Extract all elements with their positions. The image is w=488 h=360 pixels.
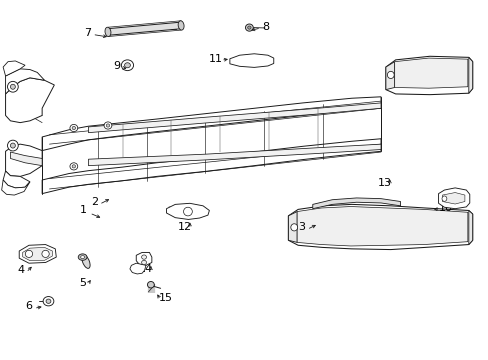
- Polygon shape: [22, 247, 52, 261]
- Text: 11: 11: [209, 54, 223, 64]
- Polygon shape: [1, 180, 30, 195]
- Polygon shape: [442, 193, 464, 204]
- Ellipse shape: [147, 282, 154, 288]
- Text: 12: 12: [178, 222, 192, 232]
- Ellipse shape: [247, 26, 250, 29]
- Polygon shape: [130, 263, 146, 274]
- Ellipse shape: [290, 224, 297, 231]
- Ellipse shape: [441, 196, 446, 201]
- Ellipse shape: [70, 163, 78, 170]
- Ellipse shape: [7, 81, 18, 92]
- Ellipse shape: [78, 254, 87, 260]
- Polygon shape: [438, 188, 469, 209]
- Polygon shape: [468, 211, 472, 244]
- Ellipse shape: [124, 63, 130, 68]
- Ellipse shape: [105, 27, 111, 37]
- Ellipse shape: [142, 260, 146, 265]
- Polygon shape: [297, 207, 467, 246]
- Polygon shape: [42, 139, 380, 194]
- Polygon shape: [136, 252, 152, 265]
- Text: 2: 2: [91, 197, 98, 207]
- Text: 10: 10: [438, 203, 451, 213]
- Polygon shape: [5, 144, 42, 176]
- Polygon shape: [3, 171, 30, 188]
- Ellipse shape: [46, 299, 51, 303]
- Text: 15: 15: [158, 293, 172, 303]
- Ellipse shape: [386, 71, 393, 78]
- Ellipse shape: [81, 256, 84, 258]
- Polygon shape: [19, 244, 56, 263]
- Polygon shape: [42, 97, 380, 150]
- Text: 6: 6: [25, 301, 32, 311]
- Polygon shape: [166, 203, 209, 220]
- Text: 1: 1: [80, 206, 87, 216]
- Polygon shape: [385, 62, 394, 90]
- Polygon shape: [288, 212, 297, 242]
- Text: 13: 13: [377, 178, 391, 188]
- Polygon shape: [288, 204, 472, 249]
- Ellipse shape: [10, 84, 15, 89]
- Polygon shape: [229, 54, 273, 67]
- Polygon shape: [394, 58, 467, 88]
- Polygon shape: [385, 56, 472, 95]
- Polygon shape: [88, 103, 380, 133]
- Ellipse shape: [70, 125, 78, 132]
- Ellipse shape: [104, 122, 112, 129]
- Text: 14: 14: [139, 264, 153, 274]
- Ellipse shape: [72, 165, 75, 168]
- Ellipse shape: [7, 140, 18, 151]
- Ellipse shape: [72, 126, 75, 130]
- Polygon shape: [88, 144, 380, 166]
- Ellipse shape: [43, 297, 54, 306]
- Polygon shape: [468, 57, 472, 93]
- Ellipse shape: [121, 60, 133, 71]
- Text: 8: 8: [262, 22, 269, 32]
- Text: 3: 3: [298, 222, 305, 232]
- Ellipse shape: [42, 250, 49, 257]
- Ellipse shape: [245, 24, 253, 31]
- Text: 9: 9: [113, 61, 120, 71]
- Ellipse shape: [82, 255, 90, 268]
- Polygon shape: [3, 61, 25, 76]
- Ellipse shape: [106, 124, 109, 127]
- Polygon shape: [312, 198, 400, 209]
- Ellipse shape: [183, 207, 192, 216]
- Text: 5: 5: [79, 278, 86, 288]
- Ellipse shape: [25, 250, 33, 257]
- Ellipse shape: [10, 143, 15, 148]
- Polygon shape: [10, 152, 42, 166]
- Ellipse shape: [142, 255, 146, 259]
- Ellipse shape: [178, 21, 183, 30]
- Text: 7: 7: [84, 28, 91, 38]
- Polygon shape: [5, 69, 44, 94]
- Text: 4: 4: [18, 265, 25, 275]
- Polygon shape: [108, 22, 182, 35]
- Polygon shape: [5, 78, 54, 123]
